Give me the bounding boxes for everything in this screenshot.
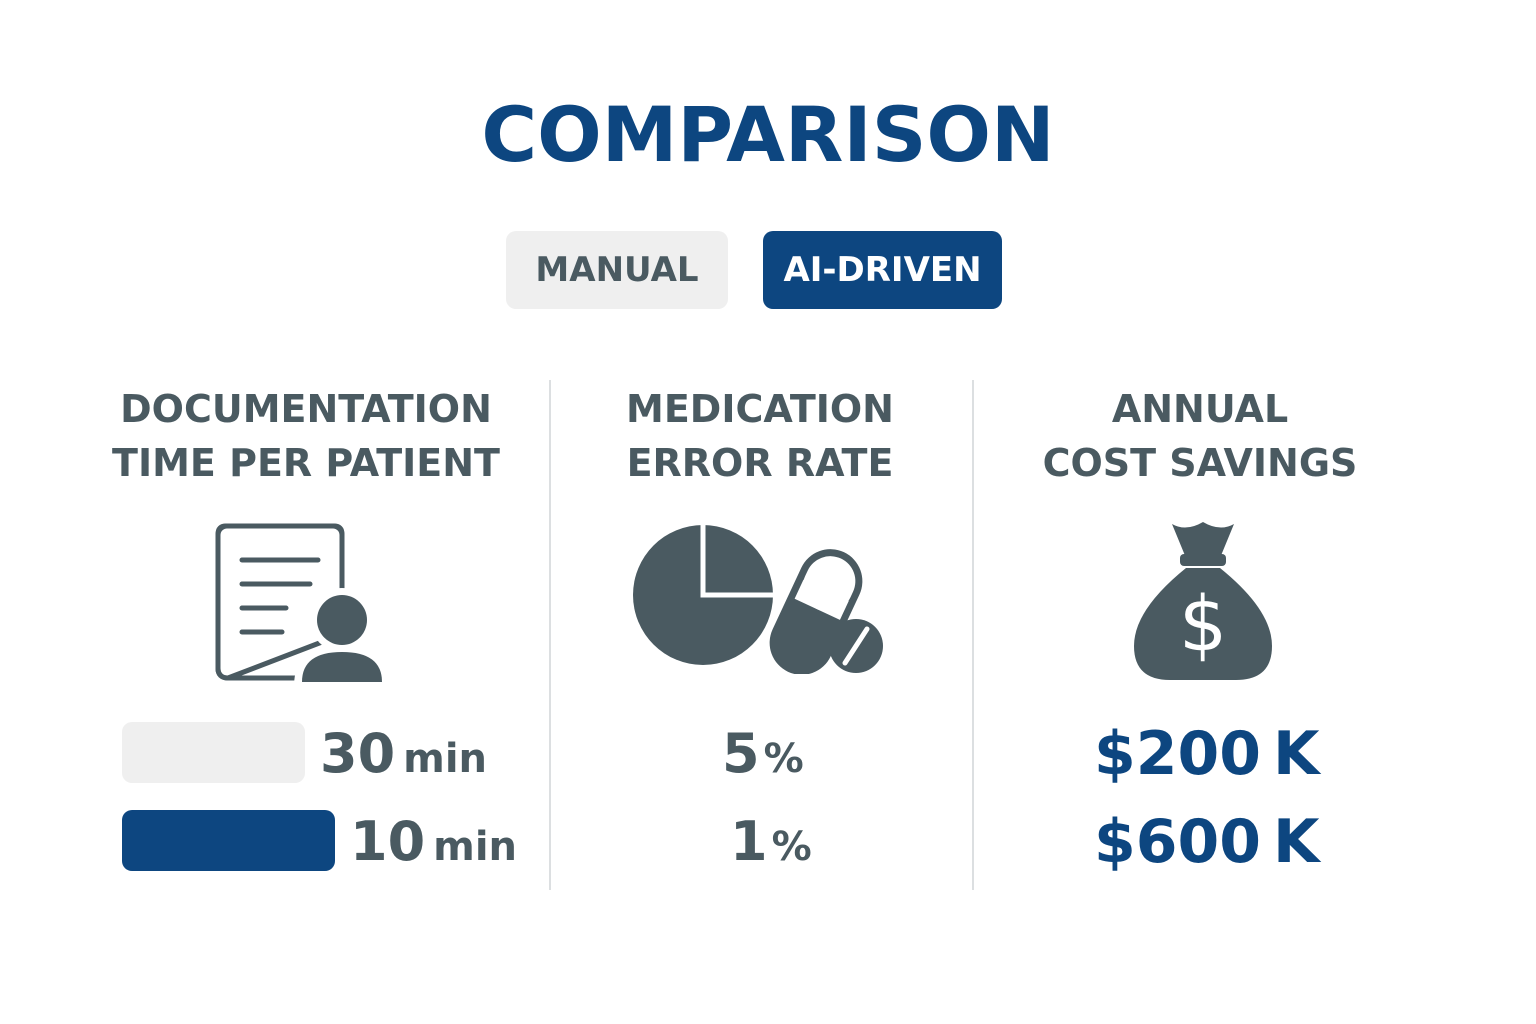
metric-title-medication: MEDICATION ERROR RATE [560, 382, 960, 490]
value-unit: K [1273, 719, 1320, 789]
metric-title-line: COST SAVINGS [1042, 441, 1358, 485]
legend-manual-label: MANUAL [535, 250, 699, 290]
cost-manual-value: $200 K [1094, 722, 1320, 786]
metric-title-documentation: DOCUMENTATION TIME PER PATIENT [86, 382, 526, 490]
legend-ai-driven: AI-DRIVEN [763, 231, 1002, 309]
page-title: COMPARISON [481, 90, 1055, 179]
ai-bar [122, 810, 335, 871]
medication-manual-value: 5% [722, 722, 804, 786]
documentation-manual-value: 30 min [320, 722, 487, 786]
value-number: $200 [1094, 719, 1261, 789]
metric-title-line: ERROR RATE [626, 441, 894, 485]
documentation-ai-value: 10 min [350, 810, 517, 874]
value-unit: K [1273, 807, 1320, 877]
medication-ai-value: 1% [730, 810, 812, 874]
value-unit: min [433, 824, 518, 870]
document-patient-icon [215, 523, 388, 686]
metric-title-cost-savings: ANNUAL COST SAVINGS [1000, 382, 1400, 490]
metric-title-line: ANNUAL [1111, 387, 1289, 431]
legend-manual: MANUAL [506, 231, 728, 309]
legend-ai-label: AI-DRIVEN [783, 250, 982, 290]
value-number: 10 [350, 810, 426, 873]
manual-bar [122, 722, 305, 783]
value-unit: min [403, 736, 488, 782]
svg-text:$: $ [1179, 579, 1227, 668]
metric-title-line: TIME PER PATIENT [112, 441, 500, 485]
cost-ai-value: $600 K [1094, 810, 1320, 874]
value-number: 30 [320, 722, 396, 785]
value-number: 1 [730, 810, 768, 873]
value-number: 5 [722, 722, 760, 785]
column-divider [972, 380, 974, 890]
pie-chart-pills-icon [633, 525, 883, 674]
value-unit: % [771, 824, 812, 870]
value-number: $600 [1094, 807, 1261, 877]
value-unit: % [763, 736, 804, 782]
metric-title-line: DOCUMENTATION [120, 387, 492, 431]
metric-title-line: MEDICATION [626, 387, 894, 431]
money-bag-icon: $ [1134, 522, 1272, 680]
column-divider [549, 380, 551, 890]
